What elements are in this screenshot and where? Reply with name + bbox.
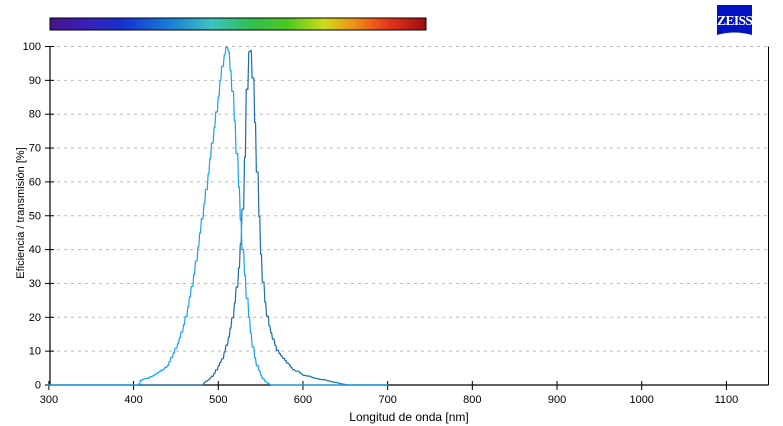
svg-text:20: 20 — [29, 312, 41, 324]
svg-text:90: 90 — [29, 75, 41, 87]
svg-text:1000: 1000 — [629, 394, 653, 406]
svg-text:40: 40 — [29, 244, 41, 256]
svg-text:900: 900 — [548, 394, 566, 406]
svg-text:ZEISS: ZEISS — [717, 13, 752, 28]
svg-text:0: 0 — [35, 380, 41, 392]
svg-text:10: 10 — [29, 346, 41, 358]
svg-text:30: 30 — [29, 278, 41, 290]
svg-text:500: 500 — [209, 394, 227, 406]
svg-text:50: 50 — [29, 210, 41, 222]
svg-text:400: 400 — [124, 394, 142, 406]
svg-text:100: 100 — [23, 41, 41, 53]
svg-text:60: 60 — [29, 176, 41, 188]
svg-text:70: 70 — [29, 143, 41, 155]
svg-text:300: 300 — [40, 394, 58, 406]
svg-text:80: 80 — [29, 109, 41, 121]
svg-text:800: 800 — [463, 394, 481, 406]
svg-text:700: 700 — [378, 394, 396, 406]
svg-text:600: 600 — [294, 394, 312, 406]
svg-text:1100: 1100 — [715, 394, 739, 406]
